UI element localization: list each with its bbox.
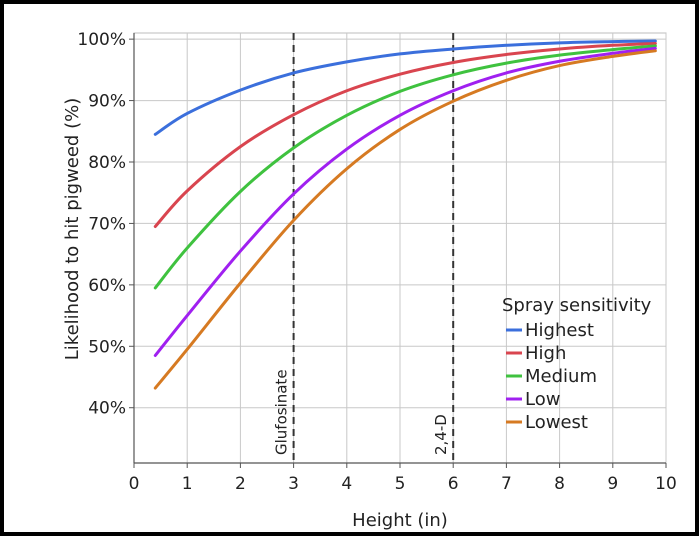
reference-line-label: Glufosinate [273,369,291,455]
x-tick-label: 5 [395,474,406,494]
x-tick-label: 0 [129,474,140,494]
x-tick-label: 4 [341,474,352,494]
series-line-medium [153,44,657,290]
series-line-lowest [153,49,657,390]
reference-line-label: 2,4-D [432,414,450,455]
y-axis-title: Likelihood to hit pigweed (%) [62,98,83,360]
legend-entry-label: Medium [525,366,597,387]
x-tick-label: 6 [448,474,459,494]
reference-lines: Glufosinate 2,4-D [273,33,455,463]
x-axis-title: Height (in) [352,510,448,531]
x-tick-label: 7 [501,474,512,494]
x-tick-label: 9 [607,474,618,494]
series-line-high [153,41,657,228]
y-tick-label: 50% [88,337,126,357]
legend-entry-label: Highest [525,320,594,341]
y-tick-label: 40% [88,399,126,419]
x-tick-label: 1 [182,474,193,494]
y-tick-label: 80% [88,153,126,173]
y-tick-label: 100% [77,30,126,50]
legend-entry-label: Lowest [525,412,588,433]
y-tick-label: 60% [88,276,126,296]
series-line-low [153,46,657,357]
legend: Spray sensitivity HighestHighMediumLowLo… [502,295,652,433]
series-lines [153,39,657,390]
x-tick-label: 2 [235,474,246,494]
chart-frame [4,4,695,532]
legend-entry-label: High [525,343,566,364]
y-tick-label: 90% [88,92,126,112]
series-line-highest [153,39,657,136]
legend-title: Spray sensitivity [502,295,652,316]
grid [133,32,667,464]
y-tick-label: 70% [88,214,126,234]
x-tick-label: 10 [655,474,677,494]
axes: 0 1 2 3 4 5 6 7 8 9 10 40% 50% 60% 70% 80% 90% 100% [77,30,676,494]
x-tick-label: 3 [288,474,299,494]
x-tick-label: 8 [554,474,565,494]
legend-entry-label: Low [525,389,560,410]
